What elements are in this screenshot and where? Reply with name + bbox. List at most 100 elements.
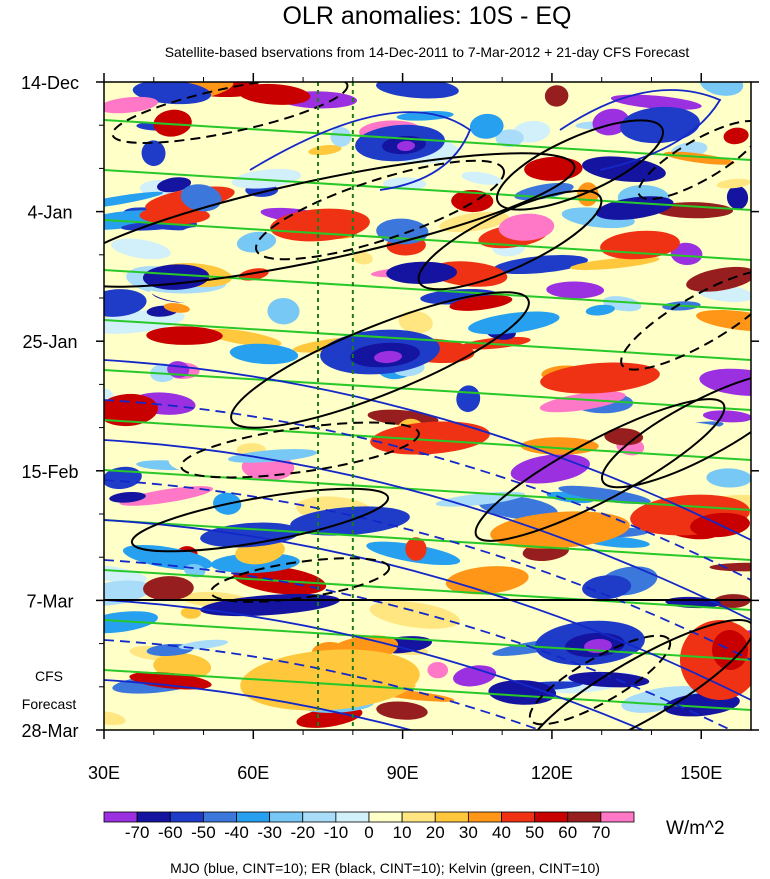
y-tick-label: 15-Feb xyxy=(21,462,78,482)
anomaly-patch xyxy=(670,242,703,266)
colorbar-label: -50 xyxy=(191,823,216,842)
anomaly-patch xyxy=(386,261,458,285)
colorbar-unit: W/m^2 xyxy=(666,818,725,839)
anomaly-patch xyxy=(142,264,210,290)
anomaly-patch xyxy=(558,485,651,505)
anomaly-patch xyxy=(156,177,192,193)
wave-contour xyxy=(559,89,722,171)
y-axis: 14-Dec 4-Jan 25-Jan 15-Feb 7-Mar 28-Mar xyxy=(21,73,759,741)
colorbar-swatch xyxy=(335,811,370,823)
anomaly-patch xyxy=(699,82,744,96)
colorbar-label: -30 xyxy=(257,823,282,842)
anomaly-patch xyxy=(229,343,299,365)
wave-contour xyxy=(104,479,751,661)
wave-contour xyxy=(104,369,751,411)
anomaly-patch xyxy=(153,109,192,137)
wave-contour xyxy=(104,359,751,541)
x-tick-label: 150E xyxy=(680,763,722,783)
colorbar-swatch xyxy=(368,811,403,823)
anomaly-patch xyxy=(398,310,433,334)
er-contour xyxy=(474,398,726,542)
anomaly-patch xyxy=(104,289,147,317)
anomaly-patch xyxy=(122,544,213,571)
wave-contour xyxy=(104,679,414,730)
anomaly-patch xyxy=(493,255,588,275)
anomaly-patch xyxy=(610,94,702,110)
anomaly-patch xyxy=(104,564,148,583)
wave-contour xyxy=(104,519,751,701)
anomaly-patch xyxy=(585,304,615,316)
x-axis: 30E 60E 90E 120E 150E xyxy=(88,73,722,783)
colorbar-label: 30 xyxy=(459,823,478,842)
wave-contour xyxy=(104,269,751,311)
colorbar-label: 40 xyxy=(492,823,511,842)
anomaly-patch xyxy=(396,110,454,121)
anomaly-patch xyxy=(449,295,513,311)
colorbar-swatch xyxy=(401,811,436,823)
anomaly-patch xyxy=(713,594,751,609)
anomaly-patch xyxy=(723,127,749,145)
anomaly-patch xyxy=(582,575,632,600)
anomaly-patch xyxy=(227,449,318,463)
anomaly-patch xyxy=(495,129,524,147)
colorbar-swatch xyxy=(600,811,635,823)
er-contour xyxy=(230,291,530,429)
er-contour-negative xyxy=(528,634,672,726)
colorbar-label: 60 xyxy=(558,823,577,842)
anomaly-patch xyxy=(236,231,277,253)
anomaly-patch xyxy=(539,391,626,413)
colorbar-swatch xyxy=(236,811,271,823)
plot-area xyxy=(104,82,751,730)
er-contour-negative xyxy=(620,269,751,371)
reference-lines xyxy=(317,82,354,730)
y-tick-label: 14-Dec xyxy=(21,73,79,93)
anomaly-patch xyxy=(405,537,427,561)
x-tick-label: 30E xyxy=(88,763,120,783)
colorbar-label: 50 xyxy=(525,823,544,842)
anomaly-patch xyxy=(330,127,352,147)
anomaly-patch xyxy=(570,256,660,271)
anomaly-patch xyxy=(604,428,644,446)
anomaly-patch xyxy=(709,562,751,572)
anomaly-patch xyxy=(445,566,529,595)
colorbar-swatch xyxy=(567,811,602,823)
colorbar-swatch xyxy=(534,811,569,823)
y-tick-label: 4-Jan xyxy=(27,203,72,223)
er-contour-negative xyxy=(209,557,391,603)
anomaly-patch xyxy=(696,309,751,332)
anomaly-patch xyxy=(240,649,420,711)
anomaly-patch xyxy=(264,476,321,493)
colorbar-label: 20 xyxy=(426,823,445,842)
anomaly-patch xyxy=(200,522,300,548)
anomaly-patch xyxy=(726,185,749,210)
anomaly-patch xyxy=(327,608,358,635)
y-tick-label: 28-Mar xyxy=(21,721,78,741)
anomaly-patch xyxy=(104,710,126,725)
anomaly-patch xyxy=(592,108,630,136)
colorbar-label: -20 xyxy=(290,823,315,842)
wave-contour xyxy=(104,119,751,161)
colorbar-label: 10 xyxy=(393,823,412,842)
er-contour-negative xyxy=(111,82,349,144)
wave-contour xyxy=(104,219,751,261)
wave-contour xyxy=(104,559,733,730)
colorbar-label: -40 xyxy=(224,823,249,842)
wave-contour xyxy=(104,319,751,361)
anomaly-patch xyxy=(110,238,171,260)
anomaly-patch xyxy=(397,140,415,152)
anomaly-patch xyxy=(568,671,650,688)
colorbar-swatch xyxy=(103,811,138,823)
x-tick-label: 120E xyxy=(531,763,573,783)
colorbar-label: -60 xyxy=(158,823,183,842)
colorbar-swatch xyxy=(202,811,237,823)
y-tick-label: 7-Mar xyxy=(26,591,73,611)
colorbar-swatch xyxy=(467,811,502,823)
wave-contour xyxy=(104,569,751,611)
er-contour-negative xyxy=(637,119,751,201)
anomaly-patch xyxy=(686,266,751,292)
colorbar-label: -70 xyxy=(125,823,150,842)
anomaly-patch xyxy=(524,156,583,181)
er-contour xyxy=(417,189,603,291)
anomaly-patch xyxy=(119,486,214,506)
